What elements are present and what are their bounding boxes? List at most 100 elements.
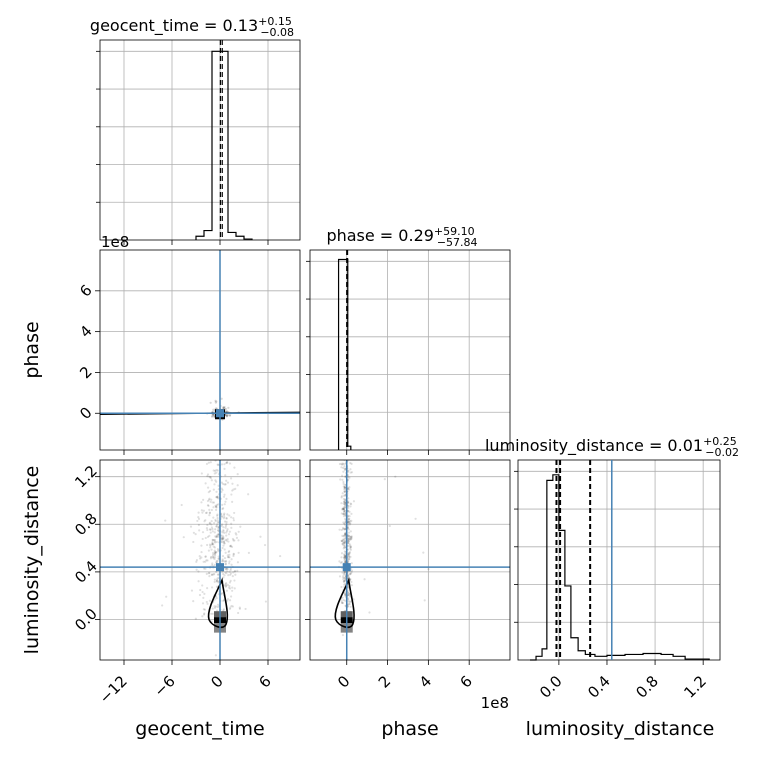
sample-point — [220, 397, 223, 400]
sample-point — [214, 407, 218, 410]
sample-point — [344, 520, 347, 523]
sample-point — [215, 579, 219, 582]
sample-point — [220, 463, 224, 466]
sample-point — [230, 545, 234, 548]
sample-point — [229, 477, 233, 480]
sample-point — [204, 511, 208, 515]
title-luminosity-distance: luminosity_distance = 0.01+0.25 −0.02 — [485, 435, 739, 459]
sample-point — [202, 498, 205, 501]
sample-point — [348, 552, 351, 555]
sample-point — [233, 579, 236, 582]
sample-point — [348, 535, 351, 538]
sample-point — [349, 578, 352, 581]
sample-point — [205, 543, 209, 547]
sample-point — [347, 488, 350, 491]
sample-point — [229, 544, 232, 548]
sample-point — [206, 486, 210, 489]
sample-point — [211, 542, 214, 545]
sample-point — [215, 580, 219, 583]
sample-point — [350, 519, 353, 522]
sample-point — [225, 582, 228, 585]
sample-point — [226, 481, 230, 484]
sample-point — [223, 463, 226, 466]
sample-point — [222, 572, 225, 576]
sample-point — [222, 406, 226, 409]
sample-point — [212, 538, 216, 542]
sample-point — [213, 550, 217, 553]
sample-point — [244, 607, 247, 611]
sample-point — [226, 567, 229, 571]
sample-point — [213, 580, 216, 583]
sample-point — [350, 562, 353, 565]
sample-point — [340, 561, 343, 564]
sample-point — [208, 514, 211, 517]
sample-point — [232, 488, 235, 491]
sample-point — [342, 497, 345, 501]
sample-point — [349, 471, 352, 474]
sample-point — [344, 571, 347, 574]
sample-point — [340, 539, 343, 542]
sample-point — [205, 572, 208, 575]
sample-point — [347, 497, 350, 500]
y-tick-label: 6 — [76, 281, 95, 300]
sample-point — [346, 510, 350, 513]
sample-point — [221, 537, 224, 540]
sample-point — [342, 535, 345, 538]
sample-point — [208, 575, 211, 578]
sample-point — [350, 569, 354, 572]
sample-point — [230, 563, 233, 566]
sample-point — [223, 503, 226, 506]
sample-point — [423, 599, 426, 602]
sample-point — [340, 539, 343, 543]
hist-panel-phase — [306, 249, 511, 455]
sample-point — [349, 505, 352, 508]
sample-point — [342, 507, 346, 510]
sample-point — [343, 509, 347, 513]
sample-point — [213, 551, 217, 555]
sample-point — [201, 537, 204, 541]
sample-point — [340, 496, 343, 499]
sample-point — [221, 592, 224, 595]
sample-point — [223, 515, 226, 518]
sample-point — [233, 466, 236, 469]
sample-point — [232, 553, 235, 556]
sample-point — [225, 523, 228, 526]
sample-point — [342, 513, 345, 516]
sample-point — [347, 538, 350, 542]
sample-point — [343, 508, 346, 511]
sample-point — [225, 567, 228, 570]
sample-point — [344, 558, 347, 561]
sample-point — [223, 531, 226, 535]
x-tick-label: 2 — [375, 672, 394, 691]
sample-point — [229, 545, 232, 548]
sample-point — [211, 553, 215, 556]
sample-point — [204, 536, 207, 540]
sample-point — [347, 593, 351, 597]
sample-point — [340, 502, 343, 505]
sample-point — [347, 504, 350, 507]
sample-point — [217, 533, 220, 537]
sample-point — [225, 414, 229, 417]
sample-point — [197, 523, 200, 527]
sample-point — [200, 550, 203, 554]
sample-point — [343, 490, 347, 494]
sample-point — [203, 608, 207, 611]
sample-point — [341, 526, 345, 530]
sample-point — [214, 399, 217, 402]
y-axis-label-luminosity-distance: luminosity_distance — [21, 466, 43, 655]
sample-point — [232, 552, 235, 556]
sample-point — [344, 556, 347, 559]
sample-point — [339, 561, 342, 564]
sample-point — [217, 557, 220, 560]
sample-point — [227, 406, 230, 409]
sample-point — [279, 554, 282, 558]
sample-point — [220, 523, 224, 526]
sample-point — [217, 529, 220, 532]
sample-point — [341, 601, 344, 604]
sample-point — [347, 531, 351, 534]
sample-point — [213, 563, 216, 566]
sample-point — [234, 532, 237, 535]
sample-point — [342, 580, 346, 584]
sample-point — [215, 540, 218, 544]
sample-point — [216, 463, 219, 466]
